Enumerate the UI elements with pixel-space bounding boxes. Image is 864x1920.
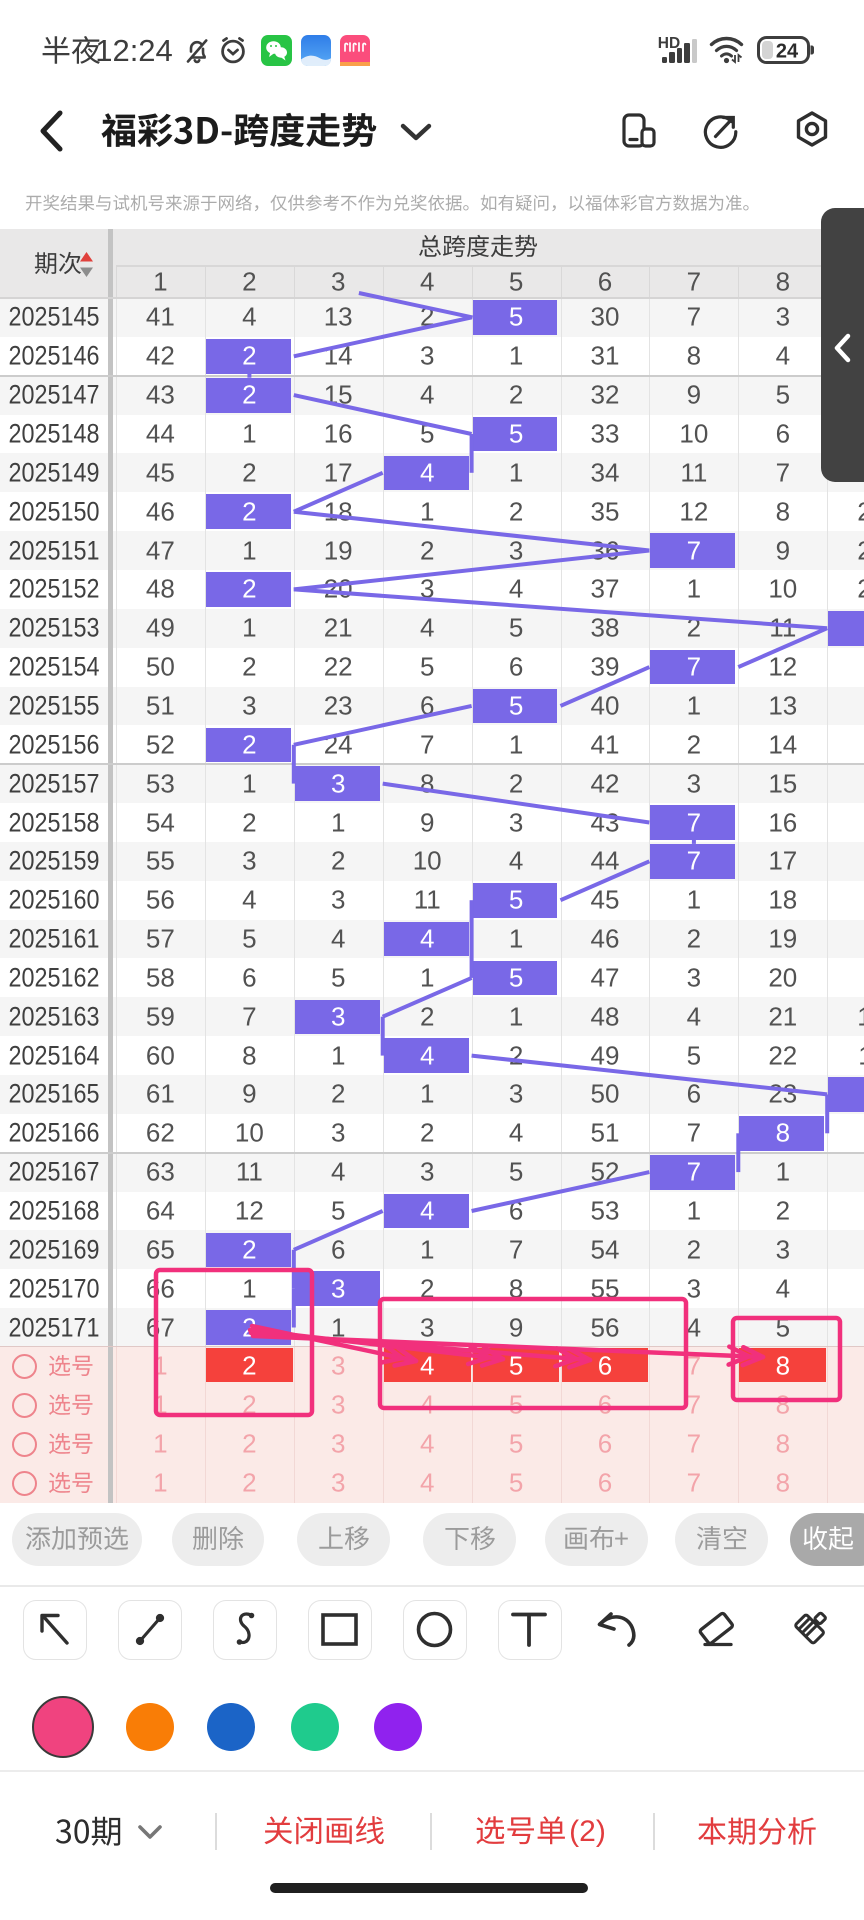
svg-text:24: 24 xyxy=(776,41,799,63)
